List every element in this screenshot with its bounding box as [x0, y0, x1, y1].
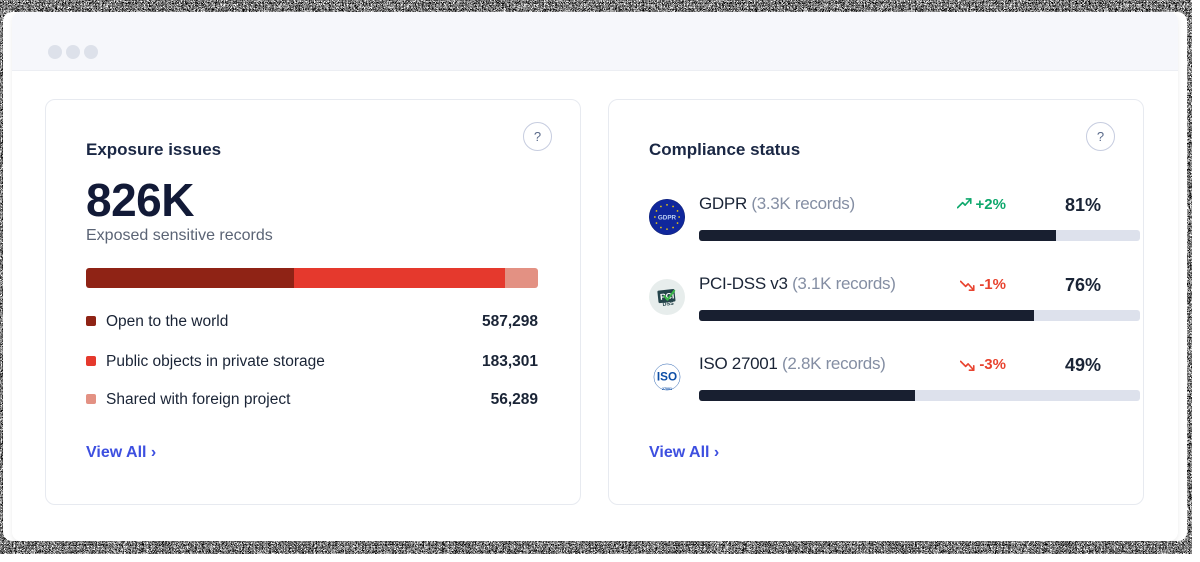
- svg-text:GDPR: GDPR: [658, 214, 677, 221]
- svg-text:DSS: DSS: [662, 300, 674, 307]
- svg-text:ISO: ISO: [657, 371, 677, 384]
- svg-text:27001: 27001: [662, 387, 672, 391]
